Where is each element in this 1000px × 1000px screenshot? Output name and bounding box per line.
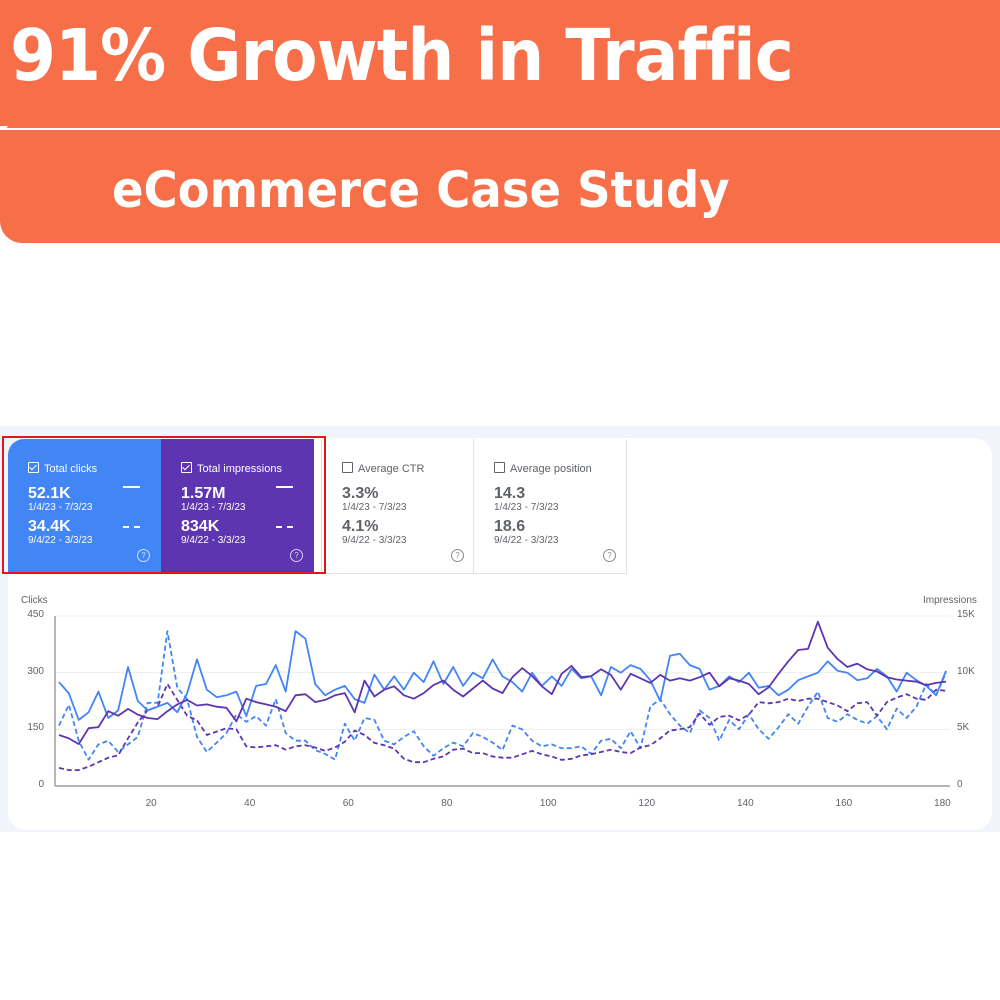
current-range: 1/4/23 - 7/3/23: [181, 502, 246, 513]
previous-value: 34.4K: [28, 518, 71, 535]
current-value: 14.3: [494, 485, 526, 502]
y-tick-right: 15K: [957, 609, 975, 620]
y-tick-left: 300: [27, 665, 44, 677]
previous-range: 9/4/22 - 3/3/23: [181, 535, 246, 546]
x-tick: 60: [342, 798, 354, 809]
checkbox-unchecked-icon[interactable]: [342, 462, 353, 473]
checkbox-checked-icon[interactable]: [28, 462, 39, 473]
line-plot: [54, 615, 950, 787]
y-tick-right: 5K: [957, 722, 970, 734]
current-range: 1/4/23 - 7/3/23: [28, 502, 93, 513]
series-line: [58, 630, 947, 721]
metric-card-average-position[interactable]: Average position 14.3 1/4/23 - 7/3/23 18…: [474, 439, 627, 574]
previous-value: 4.1%: [342, 518, 379, 535]
headline-banner: 91% Growth in Traffic: [0, 0, 1000, 128]
y-tick-left: 0: [38, 779, 44, 790]
y-tick-right: 0: [957, 779, 963, 790]
dashed-line-legend-icon: [276, 526, 293, 528]
x-tick: 140: [736, 798, 754, 809]
previous-range: 9/4/22 - 3/3/23: [342, 535, 407, 546]
x-tick: 180: [934, 798, 951, 809]
series-line: [58, 683, 947, 772]
help-icon[interactable]: ?: [451, 549, 464, 562]
series-line: [58, 620, 947, 746]
subheadline-banner: eCommerce Case Study: [0, 130, 1000, 243]
current-value: 52.1K: [28, 485, 71, 502]
y-tick-left: 150: [27, 722, 44, 734]
solid-line-legend-icon: [123, 486, 140, 488]
current-value: 3.3%: [342, 485, 379, 502]
metric-card-average-ctr[interactable]: Average CTR 3.3% 1/4/23 - 7/3/23 4.1% 9/…: [321, 439, 474, 574]
current-value: 1.57M: [181, 485, 226, 502]
metric-label: Average position: [510, 463, 592, 475]
x-tick: 40: [244, 798, 256, 809]
metric-card-total-impressions[interactable]: Total impressions 1.57M 1/4/23 - 7/3/23 …: [161, 439, 314, 574]
previous-value: 834K: [181, 518, 220, 535]
x-tick: 80: [441, 798, 453, 809]
solid-line-legend-icon: [276, 486, 293, 488]
metric-label: Total clicks: [44, 463, 98, 475]
checkbox-unchecked-icon[interactable]: [494, 462, 505, 473]
current-range: 1/4/23 - 7/3/23: [494, 502, 559, 513]
metric-card-total-clicks[interactable]: Total clicks 52.1K 1/4/23 - 7/3/23 34.4K…: [8, 439, 161, 574]
metric-label: Average CTR: [358, 463, 425, 475]
previous-range: 9/4/22 - 3/3/23: [28, 535, 93, 546]
headline: 91% Growth in Traffic: [10, 14, 794, 97]
y-axis-title-right: Impressions: [923, 595, 977, 606]
metric-label: Total impressions: [197, 463, 282, 475]
x-tick: 20: [145, 798, 157, 809]
checkbox-checked-icon[interactable]: [181, 462, 192, 473]
help-icon[interactable]: ?: [137, 549, 150, 562]
series-line: [58, 630, 947, 761]
x-tick: 100: [539, 798, 557, 809]
x-tick: 160: [835, 798, 853, 809]
current-range: 1/4/23 - 7/3/23: [342, 502, 407, 513]
y-axis-title-left: Clicks: [21, 595, 48, 606]
y-tick-left: 450: [27, 609, 44, 620]
help-icon[interactable]: ?: [603, 549, 616, 562]
previous-value: 18.6: [494, 518, 526, 535]
x-tick: 120: [638, 798, 656, 809]
help-icon[interactable]: ?: [290, 549, 303, 562]
subheadline: eCommerce Case Study: [112, 161, 730, 219]
performance-chart: Clicks Impressions 0 150 300 450 0 5K 10K 15K …: [0, 590, 1000, 820]
dashed-line-legend-icon: [123, 526, 140, 528]
previous-range: 9/4/22 - 3/3/23: [494, 535, 559, 546]
metric-cards: Total clicks 52.1K 1/4/23 - 7/3/23 34.4K…: [8, 439, 627, 574]
y-tick-right: 10K: [957, 665, 975, 677]
